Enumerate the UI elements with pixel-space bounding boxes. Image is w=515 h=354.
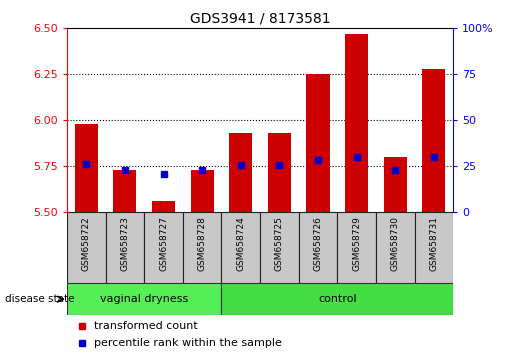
Text: GSM658722: GSM658722 [82,216,91,271]
Bar [113,170,136,212]
Text: vaginal dryness: vaginal dryness [100,294,188,304]
Text: control: control [318,294,356,304]
Text: GSM658727: GSM658727 [159,216,168,271]
Bar [306,74,330,212]
Text: GSM658728: GSM658728 [198,216,207,271]
Bar [415,212,453,283]
Bar [376,212,415,283]
Text: GSM658723: GSM658723 [121,216,129,271]
Bar [106,212,144,283]
Bar [152,201,175,212]
Bar [144,212,183,283]
Bar [345,34,368,212]
Bar [384,157,407,212]
Bar [337,212,376,283]
Bar [67,283,221,315]
Bar [229,133,252,212]
Bar [422,69,445,212]
Title: GDS3941 / 8173581: GDS3941 / 8173581 [190,12,331,26]
Bar [183,212,221,283]
Bar [191,170,214,212]
Text: disease state: disease state [5,294,75,304]
Text: GSM658725: GSM658725 [275,216,284,271]
Text: transformed count: transformed count [94,321,198,331]
Text: GSM658724: GSM658724 [236,216,245,271]
Bar [221,283,453,315]
Bar [75,124,98,212]
Text: percentile rank within the sample: percentile rank within the sample [94,338,282,348]
Text: GSM658729: GSM658729 [352,216,361,271]
Bar [67,212,106,283]
Text: GSM658731: GSM658731 [430,216,438,271]
Bar [221,212,260,283]
Bar [299,212,337,283]
Bar [260,212,299,283]
Text: GSM658726: GSM658726 [314,216,322,271]
Text: GSM658730: GSM658730 [391,216,400,271]
Bar [268,133,291,212]
